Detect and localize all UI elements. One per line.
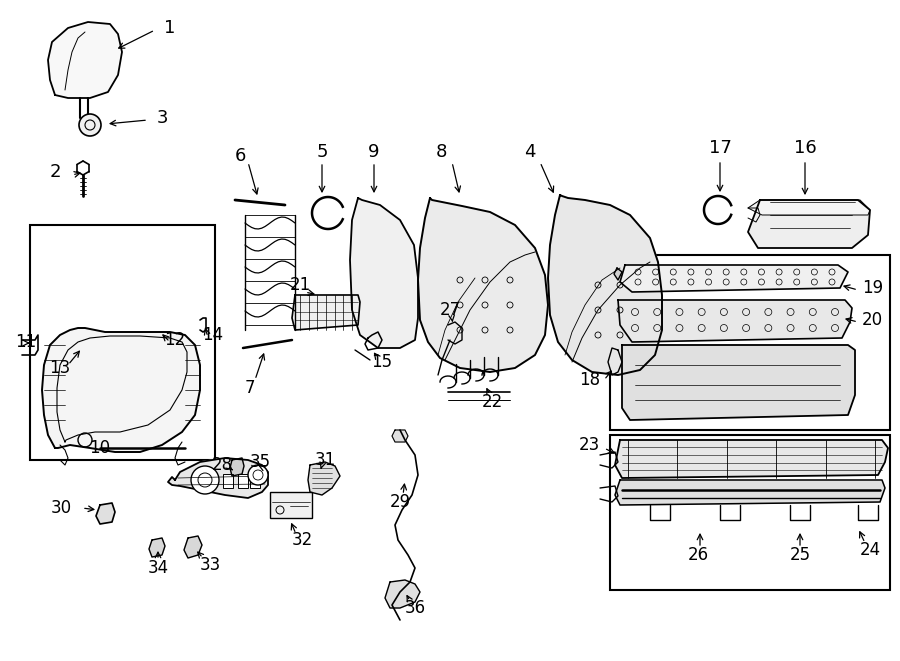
Polygon shape [292,295,360,330]
Text: 23: 23 [579,436,600,454]
Polygon shape [149,538,165,557]
Text: 21: 21 [290,276,310,294]
Polygon shape [614,268,622,280]
Polygon shape [48,22,122,98]
Text: 24: 24 [860,541,880,559]
Text: 32: 32 [292,531,312,549]
Text: 5: 5 [316,143,328,161]
Polygon shape [748,200,870,248]
Polygon shape [385,580,420,608]
Polygon shape [230,458,244,476]
Bar [610,255,890,430]
Text: 7: 7 [245,379,256,397]
Text: 11: 11 [15,333,36,351]
Text: 16: 16 [794,139,816,157]
Text: 9: 9 [368,143,380,161]
Text: 2: 2 [50,163,61,181]
Text: 19: 19 [862,279,883,297]
Bar [610,435,890,590]
Text: 17: 17 [708,139,732,157]
Polygon shape [42,328,200,452]
Polygon shape [168,458,268,498]
Polygon shape [548,195,662,375]
Polygon shape [392,430,408,442]
Text: 34: 34 [148,559,168,577]
Polygon shape [308,462,340,495]
Text: 8: 8 [436,143,446,161]
Polygon shape [748,200,870,215]
Circle shape [248,465,268,485]
Polygon shape [615,440,888,478]
Text: 12: 12 [165,331,185,349]
Polygon shape [184,536,202,558]
Bar [250,474,260,488]
Text: 6: 6 [234,147,246,165]
Bar [223,474,233,488]
Text: 25: 25 [789,546,811,564]
Text: 13: 13 [50,359,70,377]
Polygon shape [620,265,848,292]
Polygon shape [622,345,855,420]
Text: 4: 4 [524,143,536,161]
Polygon shape [96,503,115,524]
Text: 20: 20 [862,311,883,329]
Bar [30,225,215,460]
Polygon shape [350,198,418,348]
Bar [270,492,312,518]
Text: 14: 14 [202,326,223,344]
Text: 27: 27 [439,301,461,319]
Circle shape [79,114,101,136]
Text: 15: 15 [372,353,392,371]
Text: 1: 1 [165,19,176,37]
Text: 31: 31 [314,451,336,469]
Text: 33: 33 [200,556,220,574]
Text: 10: 10 [89,439,111,457]
Text: 18: 18 [579,371,600,389]
Text: 35: 35 [249,453,271,471]
Text: 28: 28 [212,456,232,474]
Text: 30: 30 [51,499,72,517]
Text: 26: 26 [688,546,708,564]
Bar [238,474,248,488]
Polygon shape [615,480,885,505]
Polygon shape [418,198,548,372]
Text: 29: 29 [390,493,410,511]
Text: 22: 22 [482,393,502,411]
Circle shape [191,466,219,494]
Text: 36: 36 [404,599,426,617]
Text: 3: 3 [157,109,167,127]
Polygon shape [618,300,852,342]
